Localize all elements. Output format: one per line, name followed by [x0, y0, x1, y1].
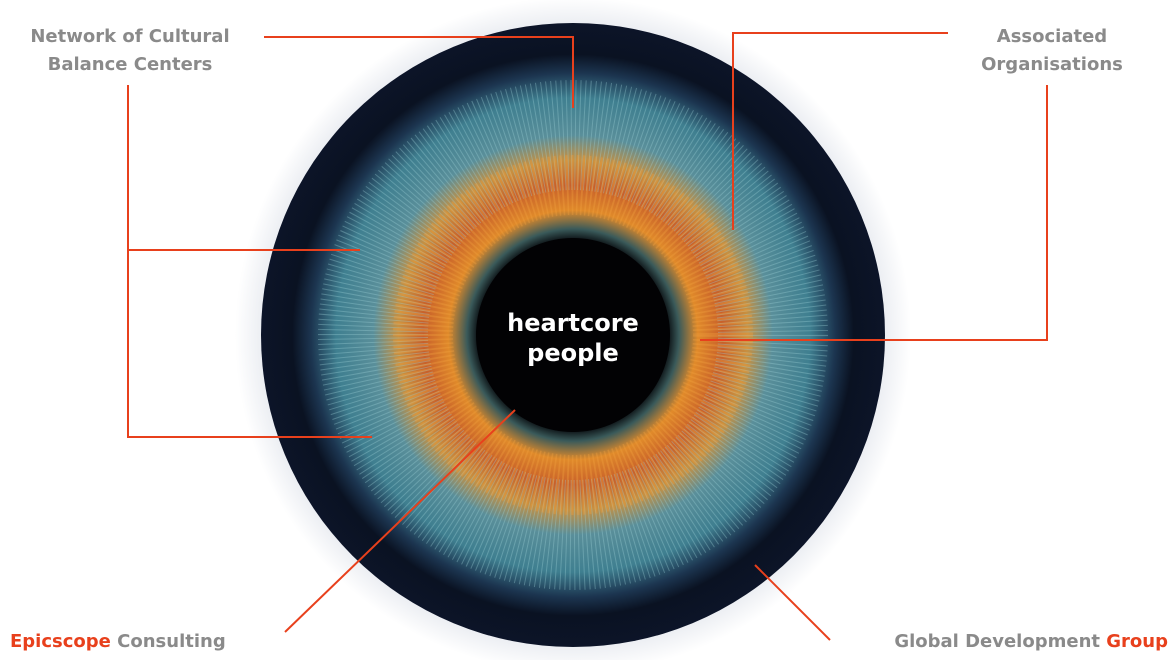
diagram: heartcore people Network of Cultural Bal… — [0, 0, 1176, 660]
center-label: people — [527, 339, 619, 367]
label: Organisations — [981, 54, 1123, 75]
label: Global Development Group — [894, 631, 1168, 652]
label-accent: Epicscope — [10, 631, 111, 652]
label-accent: Group — [1106, 631, 1168, 652]
label-part: Global Development — [894, 631, 1100, 652]
label: Epicscope Consulting — [10, 631, 226, 652]
label: Associated — [997, 26, 1107, 47]
label-part: Consulting — [117, 631, 226, 652]
label: Network of Cultural — [30, 26, 229, 47]
label: Balance Centers — [48, 54, 213, 75]
center-label: heartcore — [507, 309, 639, 337]
page: heartcore people Network of Cultural Bal… — [0, 0, 1176, 660]
